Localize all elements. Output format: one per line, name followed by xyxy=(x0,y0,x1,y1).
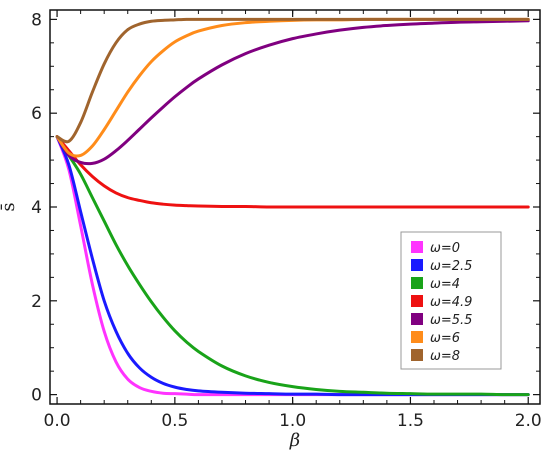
x-tick-label: 0.5 xyxy=(161,411,188,431)
axis-ticks: 0.0 0.5 1.0 1.5 2.0 0 2 4 6 8 xyxy=(31,10,542,431)
series-line xyxy=(55,135,530,397)
legend-label: ω=0 xyxy=(430,241,460,256)
x-tick-label: 1.5 xyxy=(397,411,424,431)
y-tick-label: 0 xyxy=(31,386,42,406)
series-line xyxy=(55,135,530,209)
legend-label: ω=2.5 xyxy=(430,259,472,274)
x-axis-label: β xyxy=(289,430,300,451)
x-tick-label: 0.0 xyxy=(44,411,71,431)
legend-swatch xyxy=(411,313,423,325)
y-tick-label: 4 xyxy=(31,198,42,218)
legend-label: ω=5.5 xyxy=(430,313,472,328)
y-axis-label: s̄ xyxy=(0,202,19,211)
y-tick-label: 2 xyxy=(31,292,42,312)
series-line xyxy=(55,17,530,144)
legend-swatch xyxy=(411,241,423,253)
legend: ω=0 ω=2.5 ω=4 ω=4.9 ω=5.5 ω=6 ω=8 xyxy=(400,231,502,370)
y-tick-label: 8 xyxy=(31,10,42,30)
x-tick-label: 1.0 xyxy=(279,411,306,431)
legend-swatch xyxy=(411,295,423,307)
legend-label: ω=4.9 xyxy=(430,295,472,310)
legend-label: ω=8 xyxy=(430,349,460,364)
legend-label: ω=4 xyxy=(430,277,460,292)
x-tick-label: 2.0 xyxy=(515,411,542,431)
series-line xyxy=(55,19,530,166)
legend-label: ω=6 xyxy=(430,331,460,346)
legend-swatch xyxy=(411,277,423,289)
series-lines xyxy=(55,17,530,397)
legend-swatch xyxy=(411,259,423,271)
legend-swatch xyxy=(411,331,423,343)
legend-swatch xyxy=(411,349,423,361)
y-tick-label: 6 xyxy=(31,104,42,124)
